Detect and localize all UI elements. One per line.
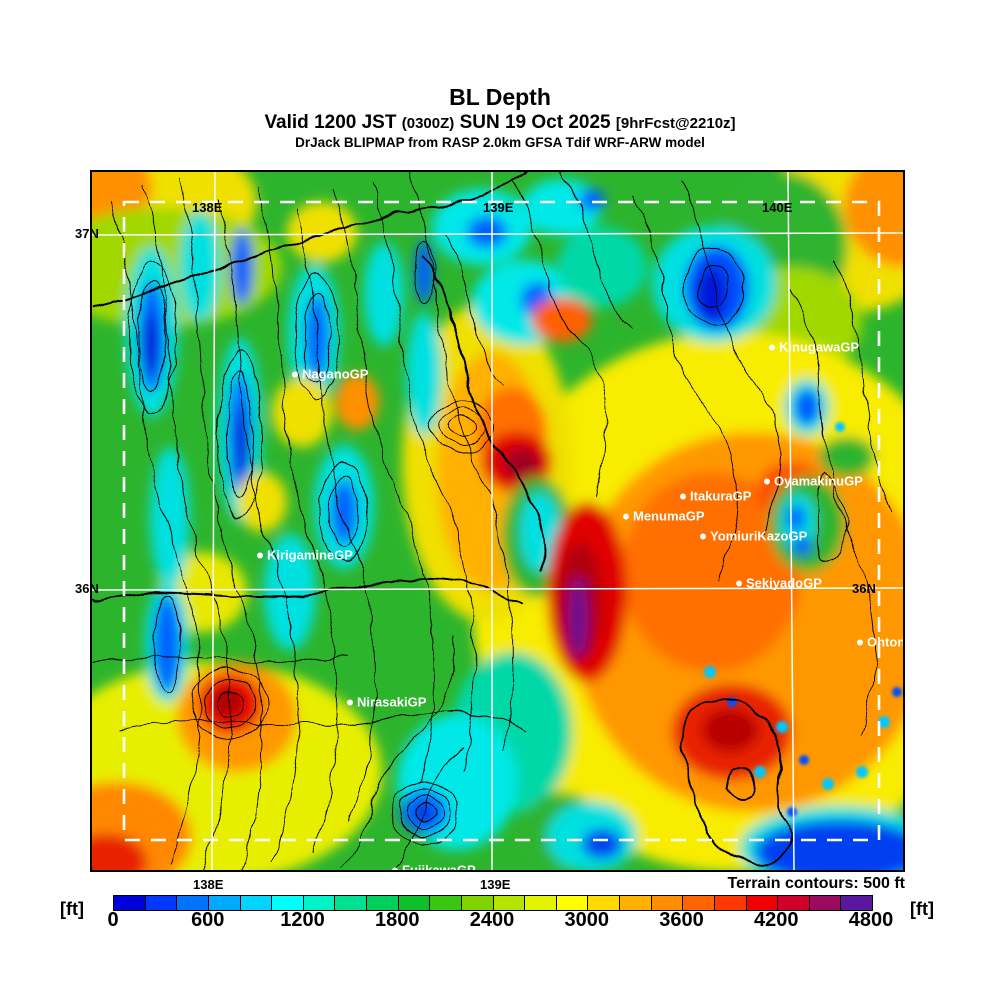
- grid-label-140e-2: 140E: [762, 200, 793, 215]
- colorbar-segment-2000: [430, 896, 462, 910]
- valid-zulu: (0300Z): [401, 115, 455, 133]
- colorbar-tick-4200: 4200: [754, 909, 799, 931]
- site-marker-dot: [736, 580, 742, 586]
- colorbar-segment-1800: [398, 896, 431, 910]
- colorbar-segment-3000: [588, 896, 620, 910]
- site-name: KinugawaGP: [779, 339, 860, 355]
- colorbar-tick-600: 600: [191, 909, 225, 931]
- grid-label-139e-1: 139E: [483, 200, 514, 215]
- site-name: NirasakiGP: [357, 694, 427, 710]
- site-label-naganogp: NaganoGP: [292, 367, 368, 382]
- colorbar-segment-2800: [556, 896, 589, 910]
- colorbar-segment-1400: [335, 896, 367, 910]
- colorbar-segment-2200: [461, 896, 494, 910]
- site-label-yomiurikazogp: YomiuriKazoGP: [700, 529, 807, 544]
- site-name: OyamakinuGP: [774, 473, 863, 489]
- bl-depth-field: [92, 172, 903, 870]
- grid-label-36n-5: 36N: [852, 581, 876, 596]
- site-marker-dot: [257, 552, 263, 558]
- colorbar-segment-400: [177, 896, 209, 910]
- colorbar-segment-3600: [683, 896, 715, 910]
- valid-date: SUN 19 Oct 2025: [459, 112, 611, 134]
- colorbar-unit-left: [ft]: [60, 899, 84, 919]
- colorbar-tick-2400: 2400: [469, 909, 515, 931]
- colorbar-ticks: 0 600 1200 1800 2400 3000 3600 4200 4800: [0, 909, 1000, 937]
- site-label-sekiyadogp: SekiyadoGP: [736, 576, 822, 591]
- grid-label-37n-3: 37N: [75, 226, 99, 241]
- site-label-itakuragp: ItakuraGP: [680, 489, 751, 504]
- colorbar-tick-0: 0: [107, 909, 119, 931]
- colorbar-segment-1000: [272, 896, 304, 910]
- colorbar-segment-200: [145, 896, 178, 910]
- colorbar-segment-0: [114, 896, 146, 910]
- valid-prefix: Valid 1200 JST: [264, 112, 397, 134]
- colorbar-segment-600: [208, 896, 241, 910]
- colorbar-tick-1800: 1800: [375, 909, 420, 931]
- colorbar-segment-3400: [651, 896, 684, 910]
- site-name: OhtoneGP: [867, 634, 905, 650]
- site-name: YomiuriKazoGP: [710, 528, 808, 544]
- colorbar-segment-2600: [525, 896, 557, 910]
- colorbar-segment-3200: [620, 896, 652, 910]
- domain-boundary-box: [122, 200, 881, 842]
- colorbar-segment-4200: [778, 896, 810, 910]
- site-marker-dot: [857, 639, 863, 645]
- site-label-kirigaminegp: KirigamineGP: [257, 548, 353, 563]
- colorbar-segment-4600: [841, 896, 872, 910]
- colorbar-segment-4400: [809, 896, 842, 910]
- colorbar-tick-3600: 3600: [659, 909, 704, 931]
- site-label-kinugawagp: KinugawaGP: [769, 340, 859, 355]
- blipmap-canvas: NaganoGP KinugawaGP OyamakinuGP ItakuraGP Me…: [90, 170, 905, 872]
- page-title: BL Depth: [449, 84, 551, 110]
- colorbar-unit-right: [ft]: [910, 899, 934, 919]
- site-marker-dot: [392, 867, 398, 870]
- colorbar-segment-1600: [367, 896, 399, 910]
- colorbar-segment-2400: [493, 896, 526, 910]
- site-name: ItakuraGP: [690, 488, 752, 504]
- site-name: MenumaGP: [633, 508, 705, 524]
- grid-label-138e-0: 138E: [192, 200, 223, 215]
- colorbar: [113, 895, 873, 911]
- grid-label-36n-4: 36N: [75, 581, 99, 596]
- site-label-nirasakigp: NirasakiGP: [347, 695, 426, 710]
- site-label-fujikawagp: FujikawaGP: [392, 862, 476, 872]
- colorbar-segment-800: [240, 896, 273, 910]
- latlon-grid: [92, 172, 903, 870]
- site-name: SekiyadoGP: [746, 575, 822, 591]
- terrain-contours-note: Terrain contours: 500 ft: [727, 875, 905, 892]
- terrain-contours: [92, 172, 893, 870]
- colorbar-tick-4800: 4800: [848, 909, 894, 931]
- colorbar-segment-3800: [714, 896, 747, 910]
- model-line: DrJack BLIPMAP from RASP 2.0km GFSA Tdif…: [295, 135, 705, 151]
- site-marker-dot: [292, 371, 298, 377]
- site-label-menumagp: MenumaGP: [623, 509, 705, 524]
- grid-label-138e-6: 138E: [193, 877, 224, 892]
- site-label-oyamakinugp: OyamakinuGP: [764, 474, 863, 489]
- site-marker-dot: [764, 478, 770, 484]
- bl-depth-blobs: [92, 172, 903, 870]
- site-marker-dot: [623, 513, 629, 519]
- colorbar-tick-3000: 3000: [564, 909, 610, 931]
- colorbar-segment-1200: [303, 896, 336, 910]
- site-marker-dot: [680, 493, 686, 499]
- site-marker-dot: [347, 699, 353, 705]
- site-marker-dot: [700, 533, 706, 539]
- site-name: NaganoGP: [302, 366, 369, 382]
- coastline-contours: [92, 172, 791, 864]
- site-name: FujikawaGP: [402, 862, 476, 872]
- site-name: KirigamineGP: [267, 547, 353, 563]
- valid-time-line: Valid 1200 JST (0300Z) SUN 19 Oct 2025 […: [0, 112, 1000, 134]
- colorbar-segment-4000: [746, 896, 779, 910]
- site-marker-dot: [769, 344, 775, 350]
- colorbar-tick-1200: 1200: [280, 909, 325, 931]
- header: BL Depth Valid 1200 JST (0300Z) SUN 19 O…: [0, 84, 1000, 151]
- grid-label-139e-7: 139E: [480, 877, 511, 892]
- site-label-ohtonegp: OhtoneGP: [857, 634, 905, 650]
- valid-fcst: [9hrFcst@2210z]: [615, 115, 736, 133]
